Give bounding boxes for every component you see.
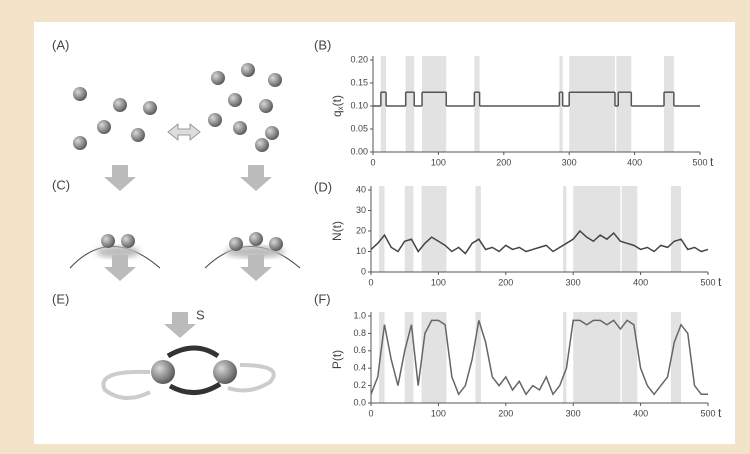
signal-label: S [196,307,205,322]
x-tick-label: 500 [692,157,707,167]
y-tick-label: 0.2 [353,380,366,390]
y-axis-label-part: N(t) [330,221,344,241]
y-tick-label: 40 [356,184,366,194]
shaded-interval [475,186,480,272]
shaded-interval [474,56,479,152]
panel-label: (E) [52,291,69,306]
y-axis-label: qx(t) [330,95,345,117]
shaded-interval [422,312,447,403]
y-axis-label-tail: (t) [330,95,344,106]
y-tick-label: 0 [361,266,366,276]
x-tick-label: 500 [700,277,715,287]
x-tick-label: 300 [562,157,577,167]
y-axis-label-part: q [330,110,344,117]
y-tick-label: 0.15 [350,77,368,87]
shaded-interval [671,312,681,403]
y-tick-label: 1.0 [353,310,366,320]
y-axis-label: P(t) [330,350,344,369]
y-axis-label-part: P(t) [330,350,344,369]
panel-label: (F) [314,291,331,306]
y-tick-label: 0.4 [353,363,366,373]
x-tick-label: 0 [368,408,373,418]
shaded-interval [569,56,615,152]
panel-label: (D) [314,179,332,194]
y-tick-label: 0.05 [350,123,368,133]
y-tick-label: 0.8 [353,328,366,338]
y-tick-label: 10 [356,246,366,256]
y-tick-label: 0.6 [353,345,366,355]
x-tick-label: 200 [498,277,513,287]
x-tick-label: 100 [431,157,446,167]
x-tick-label: 100 [431,408,446,418]
shaded-interval [405,186,414,272]
y-tick-label: 0.00 [350,146,368,156]
x-tick-label: 200 [498,408,513,418]
shaded-interval [563,312,566,403]
x-tick-label: 300 [566,408,581,418]
shaded-interval [622,312,638,403]
shaded-interval [406,56,415,152]
x-tick-label: 0 [368,277,373,287]
y-tick-label: 0.20 [350,54,368,64]
shaded-interval [563,186,566,272]
x-tick-label: 200 [496,157,511,167]
x-tick-label: 0 [370,157,375,167]
panel-label: (C) [52,177,70,192]
y-tick-label: 20 [356,225,366,235]
y-axis-label: N(t) [330,221,344,241]
x-tick-label: 500 [700,408,715,418]
x-tick-label: 100 [431,277,446,287]
shaded-interval [379,186,384,272]
shaded-interval [664,56,674,152]
panel-label: (A) [52,37,69,52]
shaded-interval [573,312,620,403]
panel-label: (B) [314,37,331,52]
shaded-interval [671,186,681,272]
shaded-interval [573,186,620,272]
x-tick-label: 300 [566,277,581,287]
y-tick-label: 30 [356,205,366,215]
y-tick-label: 0.0 [353,397,366,407]
shaded-interval [622,186,638,272]
x-tick-label: 400 [633,408,648,418]
state [213,360,237,384]
shaded-interval [381,56,386,152]
state [151,360,175,384]
x-tick-label: 400 [627,157,642,167]
y-tick-label: 0.10 [350,100,368,110]
x-tick-label: 400 [633,277,648,287]
shaded-interval [422,56,446,152]
shaded-interval [422,186,447,272]
figure: (A) (C) (E) S 01002003004005000.000.050.… [0,0,750,454]
